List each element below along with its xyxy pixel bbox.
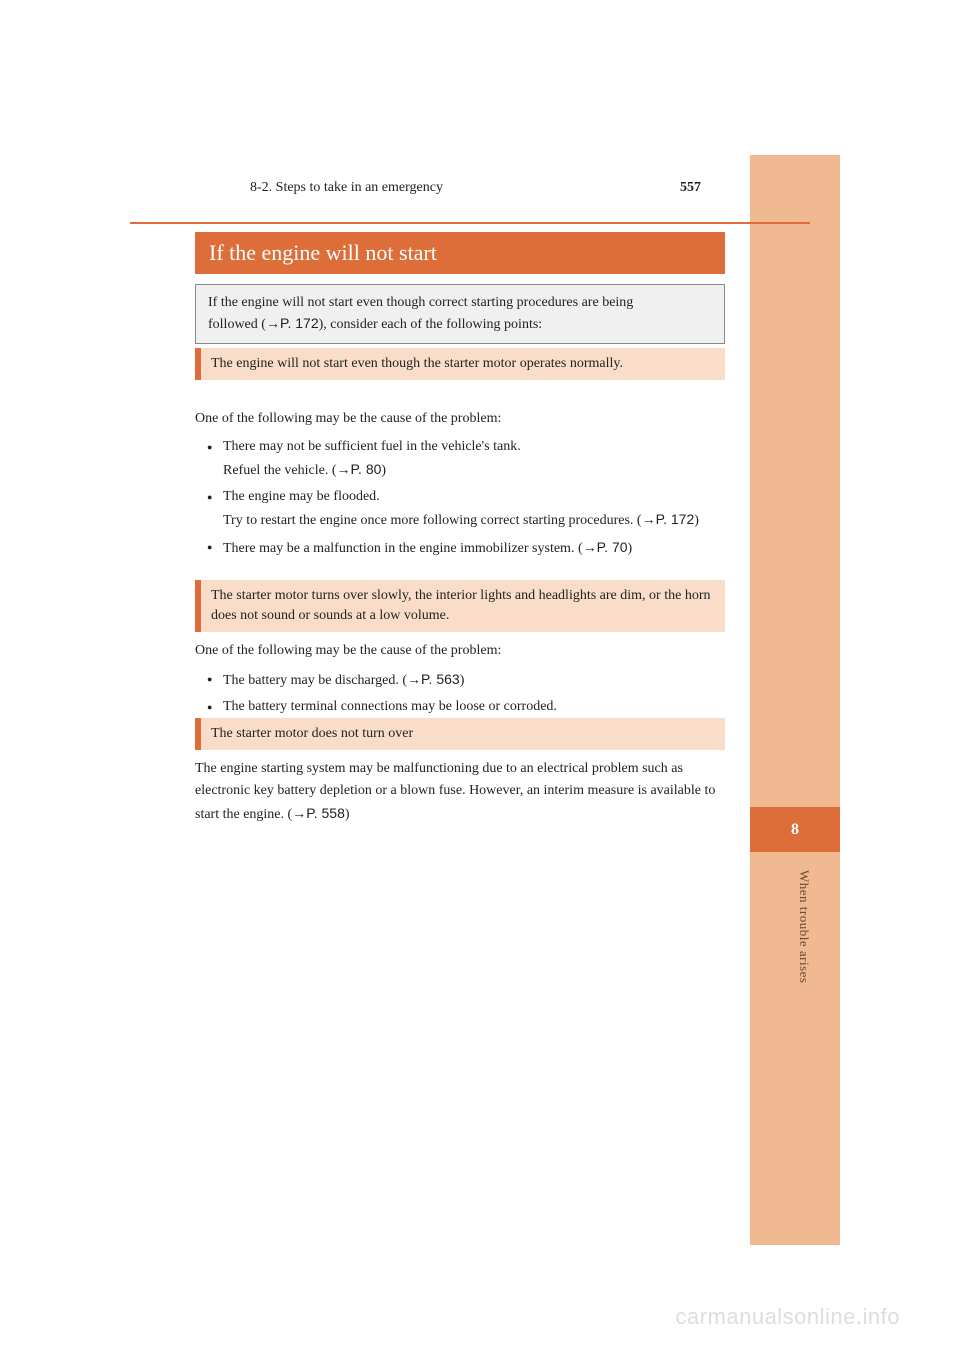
chapter-label: When trouble arises <box>796 870 812 983</box>
section-header-3: The starter motor does not turn over <box>195 718 725 750</box>
section-2-bullet-1: The battery may be discharged. (→P. 563) <box>207 668 725 692</box>
intro-ref: →P. 172 <box>266 315 319 331</box>
section-1-bullet-3: There may be a malfunction in the engine… <box>207 536 725 560</box>
section-1-body: One of the following may be the cause of… <box>195 408 725 564</box>
header-rule <box>130 222 810 224</box>
intro-text-line1: If the engine will not start even though… <box>208 295 633 310</box>
intro-text-line2-suffix: ), consider each of the following points… <box>319 317 543 332</box>
section-2-bullet-2: The battery terminal connections may be … <box>207 696 725 718</box>
page-ref: →P. 70 <box>583 539 628 555</box>
section-1-bullet-1: There may not be sufficient fuel in the … <box>207 436 725 482</box>
page-ref: →P. 80 <box>337 461 382 477</box>
bullet-text: There may be a malfunction in the engine… <box>223 541 583 556</box>
bullet-subtext: Try to restart the engine once more foll… <box>223 513 642 528</box>
breadcrumb: 8-2. Steps to take in an emergency <box>250 180 443 196</box>
section-header-2: The starter motor turns over slowly, the… <box>195 580 725 632</box>
page-container: 557 8-2. Steps to take in an emergency I… <box>0 0 960 1358</box>
bullet-suffix: ) <box>460 673 465 688</box>
bullet-text: The battery terminal connections may be … <box>223 699 557 714</box>
section-2-intro: One of the following may be the cause of… <box>195 640 725 662</box>
bullet-suffix: ) <box>381 463 386 478</box>
section-3-para: The engine starting system may be malfun… <box>195 761 715 822</box>
section-2-body: One of the following may be the cause of… <box>195 640 725 722</box>
bullet-text: The battery may be discharged. ( <box>223 673 407 688</box>
chapter-tab: 8 <box>750 807 840 852</box>
page-ref: →P. 563 <box>407 671 460 687</box>
bullet-suffix: ) <box>694 513 699 528</box>
section-1-bullet-2: The engine may be flooded. Try to restar… <box>207 486 725 532</box>
section-1-intro: One of the following may be the cause of… <box>195 408 725 430</box>
section-header-1: The engine will not start even though th… <box>195 348 725 380</box>
bullet-subtext: Refuel the vehicle. ( <box>223 463 337 478</box>
bullet-text: The engine may be flooded. <box>223 489 380 504</box>
bullet-text: There may not be sufficient fuel in the … <box>223 439 521 454</box>
para-suffix: ) <box>345 807 350 822</box>
page-number: 557 <box>680 180 701 196</box>
watermark: carmanualsonline.info <box>675 1304 900 1330</box>
page-title: If the engine will not start <box>195 232 725 274</box>
intro-callout: If the engine will not start even though… <box>195 284 725 344</box>
page-ref: →P. 172 <box>642 511 695 527</box>
section-3-body: The engine starting system may be malfun… <box>195 758 725 826</box>
bullet-suffix: ) <box>628 541 633 556</box>
right-margin-column <box>750 155 840 1245</box>
page-ref: →P. 558 <box>292 805 345 821</box>
intro-text-line2-prefix: followed ( <box>208 317 266 332</box>
